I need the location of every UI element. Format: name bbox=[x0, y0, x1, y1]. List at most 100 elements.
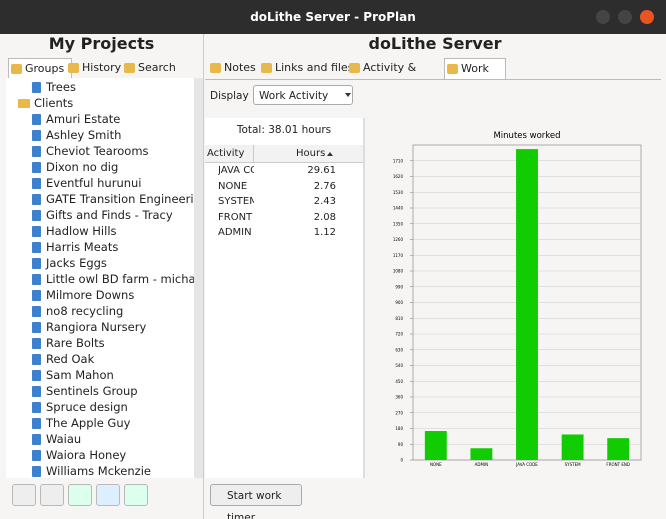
tree-item[interactable]: Rangiora Nursery bbox=[31, 320, 147, 334]
tree-item[interactable]: Waiau bbox=[31, 432, 82, 446]
main-title: doLithe Server bbox=[368, 34, 502, 53]
activity-cell: NONE bbox=[218, 180, 248, 192]
y-tick-label: 810 bbox=[395, 316, 403, 321]
globe-button[interactable] bbox=[124, 484, 148, 506]
x-tick-label: ADMIN bbox=[475, 462, 488, 467]
y-tick-label: 1620 bbox=[393, 174, 404, 179]
tree-item[interactable]: GATE Transition Engineering bbox=[31, 191, 194, 207]
main-tab[interactable]: Activity & events bbox=[347, 58, 455, 94]
sort-arrow bbox=[327, 152, 333, 156]
tree-item[interactable]: Williams Mckenzie bbox=[32, 464, 151, 478]
chart: Minutes worked 0 90 180 270 360 450 540 630 720 81… bbox=[393, 131, 642, 467]
column-header[interactable]: Activity bbox=[207, 148, 245, 159]
hours-cell: 29.61 bbox=[307, 165, 336, 176]
y-tick-label: 630 bbox=[395, 347, 403, 352]
tree-item[interactable]: Harris Meats bbox=[31, 240, 119, 254]
y-tick-label: 0 bbox=[400, 458, 403, 463]
y-tick-label: 360 bbox=[395, 395, 403, 400]
tree-item[interactable]: Sentinels Group bbox=[32, 384, 138, 398]
y-tick-label: 180 bbox=[395, 426, 403, 431]
hours-cell: 2.43 bbox=[313, 196, 336, 207]
main-tab[interactable]: Notes bbox=[208, 58, 266, 78]
sidebar-tab[interactable]: Search bbox=[122, 58, 190, 78]
start-timer-button[interactable]: Start work timer bbox=[210, 484, 302, 519]
display-select[interactable]: Work Activity bbox=[253, 85, 353, 105]
scrollbar[interactable] bbox=[194, 78, 203, 478]
close-button[interactable] bbox=[640, 10, 654, 24]
table-row[interactable]: SYSTEM 2.43 bbox=[218, 194, 336, 209]
tree-item[interactable]: Amuri Estate bbox=[31, 112, 121, 126]
y-tick-label: 1440 bbox=[393, 206, 404, 211]
bar bbox=[470, 448, 493, 460]
y-tick-label: 720 bbox=[395, 332, 403, 337]
tree-item[interactable]: no8 recycling bbox=[31, 304, 124, 318]
y-tick-label: 1170 bbox=[393, 253, 404, 258]
y-tick-label: 900 bbox=[395, 300, 403, 305]
tree-folder[interactable]: Clients bbox=[17, 96, 74, 110]
table-row[interactable]: FRONT END 2.08 bbox=[218, 210, 336, 225]
bar bbox=[607, 438, 630, 460]
tree-item[interactable]: Rare Bolts bbox=[32, 336, 105, 350]
bar bbox=[561, 434, 584, 460]
chart-title: Minutes worked bbox=[493, 131, 560, 141]
hours-cell: 2.76 bbox=[313, 180, 336, 192]
tree-item[interactable]: Red Oak bbox=[31, 352, 95, 366]
column-header[interactable]: Hours bbox=[296, 148, 326, 159]
comment-button[interactable] bbox=[96, 484, 120, 506]
settings-button[interactable] bbox=[12, 484, 36, 506]
tree-item[interactable]: Sam Mahon bbox=[32, 368, 114, 382]
table-row[interactable]: NONE 2.76 bbox=[218, 179, 336, 194]
x-tick-label: SYSTEM bbox=[565, 462, 581, 467]
dropdown-arrow bbox=[345, 93, 351, 97]
x-tick-label: FRONT END bbox=[606, 462, 630, 467]
display-label: Display bbox=[210, 90, 249, 102]
tree-item[interactable]: Trees bbox=[32, 80, 76, 94]
sidebar-tab[interactable]: Groups bbox=[8, 58, 72, 79]
y-tick-label: 990 bbox=[395, 284, 403, 289]
table-panel bbox=[205, 118, 365, 478]
table-row[interactable]: ADMIN 1.12 bbox=[218, 225, 336, 240]
tree-item[interactable]: Hadlow Hills bbox=[32, 224, 117, 238]
tree-item[interactable]: Spruce design bbox=[32, 400, 128, 414]
tree-item[interactable]: Ashley Smith bbox=[31, 128, 122, 142]
y-tick-label: 90 bbox=[398, 442, 404, 447]
x-tick-label: JAVA CODE bbox=[515, 462, 538, 467]
column-divider bbox=[253, 145, 254, 162]
tree-item[interactable]: Eventful hurunui bbox=[32, 176, 142, 190]
table-header bbox=[205, 145, 363, 163]
add-button[interactable] bbox=[68, 484, 92, 506]
bar bbox=[424, 431, 447, 460]
y-tick-label: 1350 bbox=[393, 221, 404, 226]
activity-cell: FRONT END bbox=[218, 211, 254, 223]
y-tick-label: 270 bbox=[395, 410, 403, 415]
y-tick-label: 1080 bbox=[393, 269, 404, 274]
tree-item[interactable]: The Apple Guy bbox=[31, 416, 131, 430]
minimize-button[interactable] bbox=[596, 10, 610, 24]
activity-cell: ADMIN bbox=[218, 227, 252, 238]
bar bbox=[516, 149, 538, 460]
maximize-button[interactable] bbox=[618, 10, 632, 24]
tab-line bbox=[205, 79, 661, 80]
hours-cell: 2.08 bbox=[313, 211, 336, 223]
table-row[interactable]: JAVA CODE 29.61 bbox=[218, 163, 336, 178]
book-button[interactable] bbox=[40, 484, 64, 506]
main-tab[interactable]: Work bbox=[444, 58, 506, 79]
y-tick-label: 1530 bbox=[393, 190, 404, 195]
y-tick-label: 450 bbox=[395, 379, 403, 384]
tree-item[interactable]: Cheviot Tearooms bbox=[32, 144, 149, 158]
y-tick-label: 540 bbox=[395, 363, 403, 368]
tree-item[interactable]: Waiora Honey bbox=[31, 448, 127, 462]
tree-item[interactable]: Dixon no dig bbox=[31, 160, 119, 174]
x-tick-label: NONE bbox=[430, 462, 442, 467]
tree-item[interactable]: Gifts and Finds - Tracy bbox=[32, 208, 173, 222]
tree-item[interactable]: Jacks Eggs bbox=[32, 256, 107, 270]
tree-item[interactable]: Milmore Downs bbox=[31, 288, 135, 302]
main-tab[interactable]: Links and files bbox=[259, 58, 355, 78]
tree-item[interactable]: Little owl BD farm - michael vo bbox=[31, 271, 194, 287]
activity-cell: JAVA CODE bbox=[218, 165, 254, 176]
sidebar-tab[interactable]: History bbox=[66, 58, 134, 78]
total-label: Total: 38.01 hours bbox=[236, 124, 332, 136]
y-tick-label: 1260 bbox=[393, 237, 404, 242]
activity-cell: SYSTEM bbox=[218, 196, 254, 207]
